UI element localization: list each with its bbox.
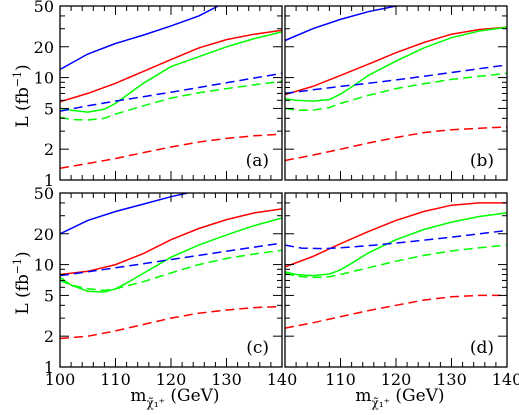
series-solid-1 [60,208,282,276]
series-dashed-3 [60,72,282,112]
panel-frame [59,192,283,368]
panel-frame [284,192,508,368]
curves-group [60,6,282,170]
ylabel-top: L (fb−1) [11,64,33,127]
curves-group [285,6,507,162]
xtick-label: 120 [381,370,412,389]
panel-frame [59,5,283,181]
series-dashed-4 [60,80,282,121]
ytick-label: 50 [34,0,54,16]
series-dashed-3 [285,64,507,95]
ytick-label: 20 [34,38,54,57]
panel-label: (a) [246,151,269,171]
series-dashed-5 [60,305,282,340]
xlabel-right: mχ̃₁⁺ (GeV) [355,386,444,410]
series-dashed-4 [285,294,507,329]
panel-b: (b) [284,5,508,181]
series-solid-2 [60,31,282,113]
series-dashed-4 [60,249,282,292]
ytick-label: 2 [44,327,54,346]
panels-group: 1 2 5 10 20 50 (a) (b) 1 2 5 10 20 50 100 110 120 130 140 (… [34,0,519,389]
ytick-label: 10 [34,69,54,88]
series-dashed-2 [285,229,507,250]
panel-c: 1 2 5 10 20 50 100 110 120 130 140 (c) [34,184,298,389]
series-dashed-3 [285,244,507,279]
xtick-label: 100 [45,370,76,389]
series-solid-0 [285,202,507,268]
series-dashed-4 [285,72,507,111]
series-solid-0 [60,193,188,235]
series-dashed-5 [285,126,507,162]
series-solid-1 [60,29,282,103]
xtick-label: 140 [267,370,298,389]
xtick-label: 110 [325,370,356,389]
panel-a: 1 2 5 10 20 50 (a) [34,0,283,190]
panel-label: (c) [246,338,269,358]
series-dashed-5 [60,133,282,170]
xlabel-left: mχ̃₁⁺ (GeV) [130,386,219,410]
series-solid-2 [60,217,282,293]
ytick-label: 20 [34,225,54,244]
ylabel-bottom: L (fb−1) [11,251,33,314]
panel-frame [284,5,508,181]
panel-label: (d) [470,338,494,358]
xtick-label: 130 [436,370,467,389]
xtick-label: 130 [211,370,242,389]
series-solid-0 [285,6,397,42]
series-solid-0 [60,6,219,71]
ytick-label: 5 [44,286,54,305]
series-solid-1 [285,212,507,277]
panel-d: 110 120 130 140 (d) [284,192,519,389]
series-dashed-3 [60,242,282,277]
series-solid-2 [285,26,507,102]
xtick-label: 140 [492,370,519,389]
ytick-label: 10 [34,256,54,275]
xtick-label: 110 [100,370,131,389]
curves-group [60,193,282,340]
xtick-label: 120 [156,370,187,389]
ytick-label: 1 [44,358,54,377]
series-solid-1 [285,26,507,96]
ytick-label: 50 [34,184,54,203]
ytick-label: 5 [44,99,54,118]
curves-group [285,202,507,329]
panel-label: (b) [470,151,494,171]
ytick-label: 2 [44,140,54,159]
ytick-label: 1 [44,171,54,190]
